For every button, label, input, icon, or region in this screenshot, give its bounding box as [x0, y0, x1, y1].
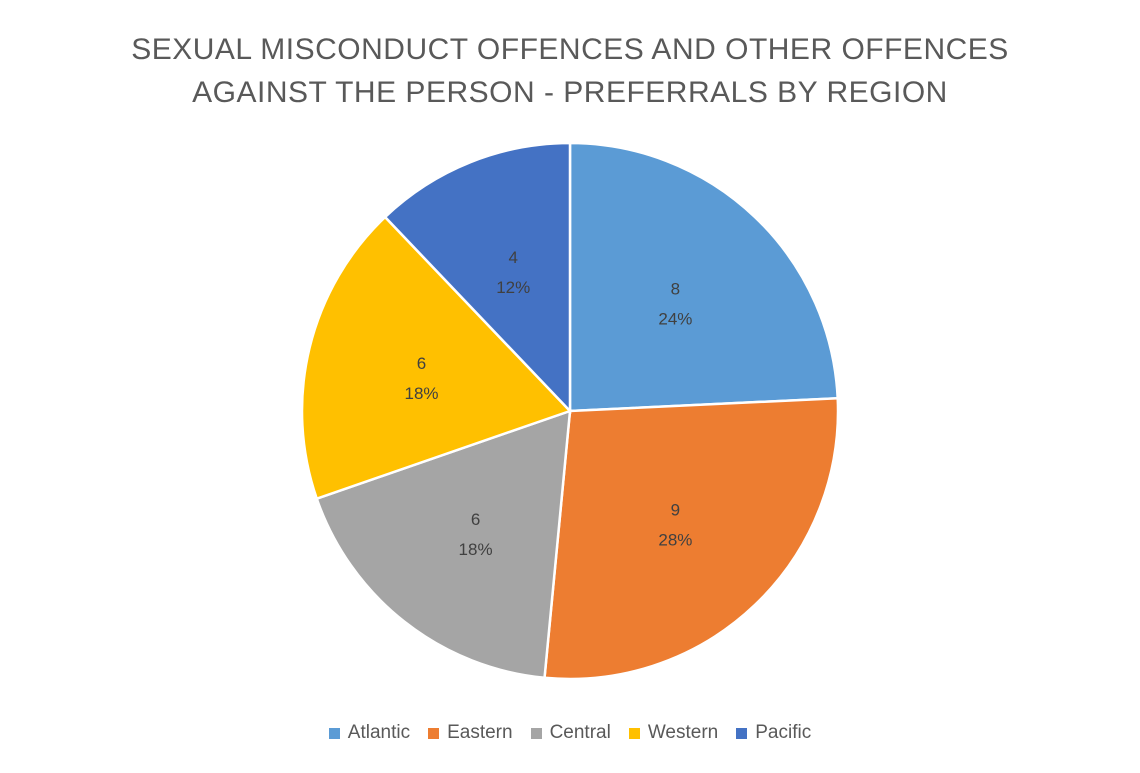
chart-title: SEXUAL MISCONDUCT OFFENCES AND OTHER OFF…: [0, 28, 1140, 114]
pie-slice-atlantic: [568, 141, 840, 413]
data-label-percent-western: 18%: [405, 384, 439, 403]
pie-slice-western: [300, 215, 573, 501]
chart-title-line-2: AGAINST THE PERSON - PREFERRALS BY REGIO…: [192, 76, 948, 109]
data-label-percent-atlantic: 24%: [658, 309, 692, 328]
legend-label-eastern: Eastern: [447, 722, 513, 743]
legend-item-eastern: Eastern: [428, 722, 513, 744]
legend-label-western: Western: [647, 722, 719, 743]
legend-item-central: Central: [530, 722, 611, 744]
legend-swatch-eastern: [428, 727, 440, 739]
legend-item-atlantic: Atlantic: [328, 722, 411, 744]
data-label-value-pacific: 4: [508, 248, 517, 267]
chart-legend: Atlantic Eastern Central Western Pacific: [0, 722, 1140, 744]
legend-swatch-atlantic: [328, 727, 340, 739]
data-label-value-western: 6: [417, 354, 426, 373]
chart-title-line-1: SEXUAL MISCONDUCT OFFENCES AND OTHER OFF…: [131, 33, 1009, 66]
legend-label-central: Central: [549, 722, 611, 743]
pie-slice-pacific: [383, 141, 572, 415]
legend-label-pacific: Pacific: [755, 722, 812, 743]
data-label-value-atlantic: 8: [671, 279, 680, 298]
legend-swatch-western: [628, 727, 640, 739]
data-label-percent-pacific: 12%: [496, 278, 530, 297]
pie-slice-eastern: [543, 396, 840, 681]
data-label-percent-central: 18%: [459, 540, 493, 559]
legend-swatch-pacific: [736, 727, 748, 739]
legend-swatch-central: [530, 727, 542, 739]
legend-item-western: Western: [628, 722, 719, 744]
data-label-value-central: 6: [471, 510, 480, 529]
legend-item-pacific: Pacific: [736, 722, 811, 744]
data-label-value-eastern: 9: [671, 501, 680, 520]
data-label-percent-eastern: 28%: [658, 531, 692, 550]
legend-label-atlantic: Atlantic: [347, 722, 411, 743]
